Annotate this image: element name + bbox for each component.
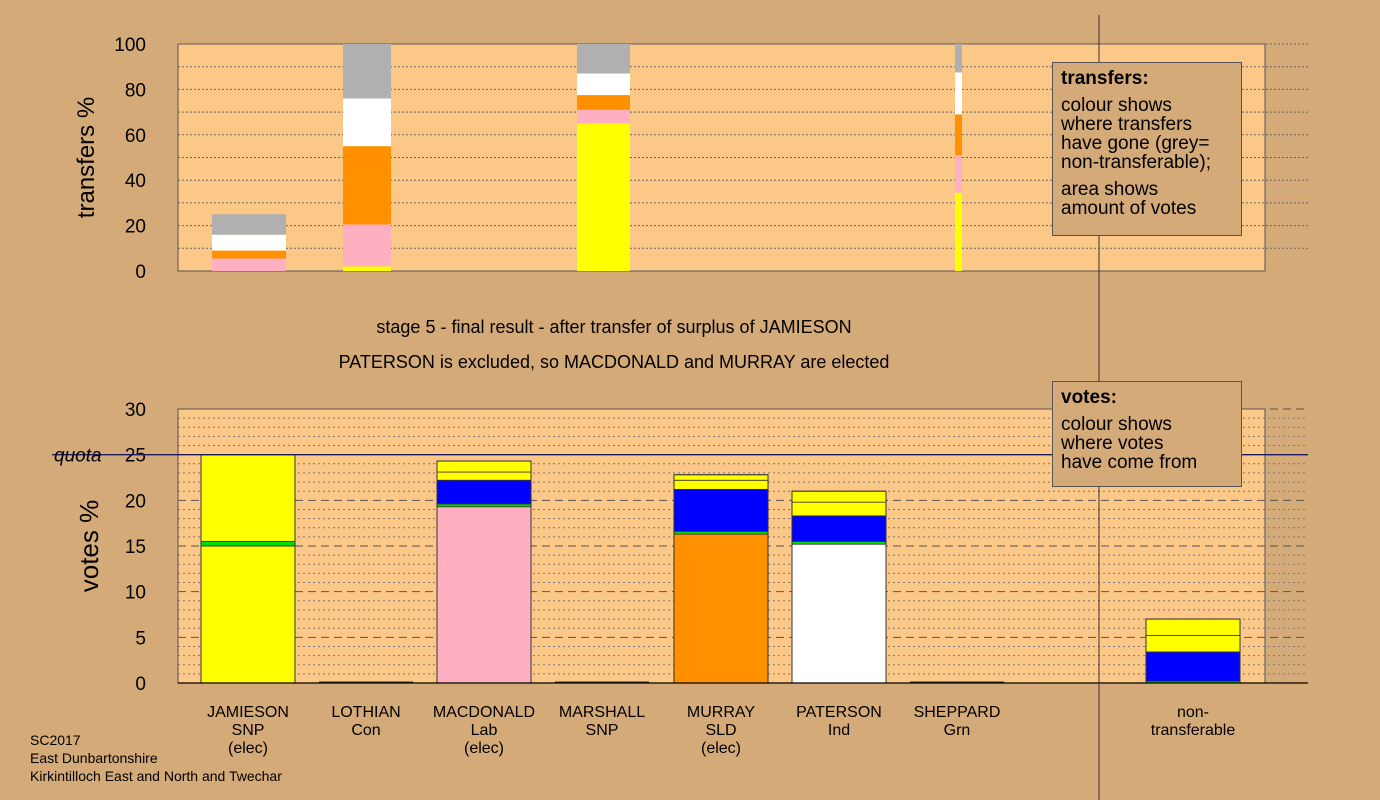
vote-segment-snp [436,460,532,473]
y-tick-label: 20 [125,217,146,238]
transfer-segment-sld [212,250,286,259]
transfer-segment-ind [343,98,391,147]
vote-segment-snp [673,479,769,490]
y-axis-label: votes % [74,500,104,593]
transfers-legend-line: colour shows [1061,95,1172,116]
vote-segment-snp [673,474,769,481]
transfer-bar [212,214,286,271]
y-tick-label: 15 [125,537,146,558]
y-tick-label: 60 [125,126,146,147]
y-tick-label: 20 [125,491,146,512]
footer-council: East Dunbartonshire [30,750,158,766]
y-tick-label: 40 [125,171,146,192]
votes-legend-line: colour shows [1061,414,1172,435]
transfers-legend-line: non-transferable); [1061,152,1211,173]
vote-segment-snp [791,501,887,517]
transfer-segment-lab [212,258,286,271]
transfer-segment-nontransferable [577,44,630,74]
transfer-bar [577,44,630,271]
x-tick-label: MURRAY SLD (elec) [687,704,755,757]
vote-bar [200,454,296,684]
y-tick-label: 30 [125,400,146,421]
transfer-segment-lab [955,155,962,193]
y-tick-label: 25 [125,446,146,467]
votes-legend: votes: colour shows where votes have com… [1052,381,1242,487]
transfer-segment-nontransferable [343,44,391,99]
transfer-segment-sld [343,146,391,225]
transfer-segment-sld [955,114,962,156]
votes-legend-line: have come from [1061,452,1198,473]
footer-election: SC2017 [30,732,81,748]
x-tick-label: MACDONALD Lab (elec) [433,704,535,757]
transfer-segment-snp [955,192,962,271]
vote-segment-snp [1145,618,1241,636]
x-tick-label: MARSHALL SNP [559,704,645,739]
transfers-legend-title: transfers: [1061,68,1149,89]
vote-bar [1145,618,1241,684]
vote-segment-grn [436,503,532,508]
transfers-legend-line: amount of votes [1061,198,1197,219]
footer: SC2017 East Dunbartonshire Kirkintilloch… [30,731,282,785]
y-tick-label: 10 [125,583,146,604]
transfer-segment-ind [577,73,630,96]
vote-segment-snp [200,545,296,684]
vote-segment-grn [673,530,769,535]
vote-bar [791,490,887,684]
y-tick-label: 0 [135,262,146,283]
transfer-segment-snp [343,266,391,271]
x-tick-label: SHEPPARD Grn [914,704,1001,739]
transfer-segment-lab [343,224,391,267]
x-tick-label: non-transferable [1151,704,1236,739]
transfer-segment-snp [577,123,630,271]
transfer-bar [343,44,391,271]
vote-segment-snp [791,490,887,503]
transfer-bar [955,44,962,271]
vote-segment-con [436,479,532,505]
quota-label: quota [54,446,102,467]
vote-segment-lab [436,506,532,684]
transfer-segment-ind [212,234,286,251]
vote-segment-snp [436,471,532,481]
y-axis-label: transfers % [73,97,100,218]
vote-segment-ind [791,543,887,684]
y-tick-label: 0 [135,674,146,695]
transfer-segment-ind [955,72,962,115]
x-tick-label: PATERSON Ind [796,704,882,739]
vote-segment-grn [791,541,887,545]
vote-segment-sld [673,533,769,684]
y-tick-label: 100 [114,35,146,56]
transfers-legend-line: area shows [1061,179,1159,200]
transfers-legend: transfers: colour shows where transfers … [1052,62,1242,236]
y-tick-label: 80 [125,80,146,101]
transfers-legend-line: where transfers [1061,114,1192,135]
transfer-segment-lab [577,109,630,124]
footer-ward: Kirkintilloch East and North and Twechar [30,768,282,784]
vote-segment-con [673,488,769,532]
transfer-segment-sld [577,95,630,110]
vote-segment-snp [1145,635,1241,653]
votes-legend-title: votes: [1061,387,1117,408]
vote-segment-con [1145,651,1241,682]
transfer-segment-nontransferable [955,44,962,73]
vote-segment-grn [200,541,296,547]
stage-text: stage 5 - final result - after transfer … [376,317,851,337]
vote-bar [673,474,769,684]
x-tick-label: JAMIESON SNP (elec) [207,704,289,757]
y-tick-label: 5 [135,628,146,649]
transfer-segment-nontransferable [212,214,286,235]
vote-bar [436,460,532,684]
result-text: PATERSON is excluded, so MACDONALD and M… [339,352,890,372]
votes-legend-line: where votes [1061,433,1164,454]
x-tick-label: LOTHIAN Con [331,704,400,739]
vote-segment-snp [200,454,296,542]
transfers-legend-line: have gone (grey= [1061,133,1210,154]
vote-segment-con [791,515,887,542]
